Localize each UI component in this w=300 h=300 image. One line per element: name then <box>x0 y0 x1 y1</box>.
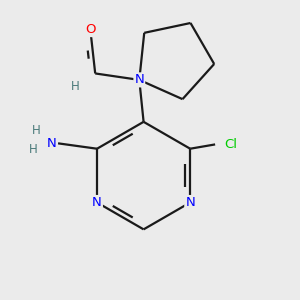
Text: Cl: Cl <box>224 138 237 151</box>
Text: N: N <box>185 196 195 209</box>
Text: H: H <box>29 143 38 156</box>
Text: N: N <box>92 196 102 209</box>
Text: N: N <box>47 137 56 150</box>
Text: O: O <box>86 23 96 36</box>
Text: H: H <box>32 124 41 137</box>
Text: H: H <box>70 80 79 93</box>
Text: N: N <box>134 74 144 86</box>
